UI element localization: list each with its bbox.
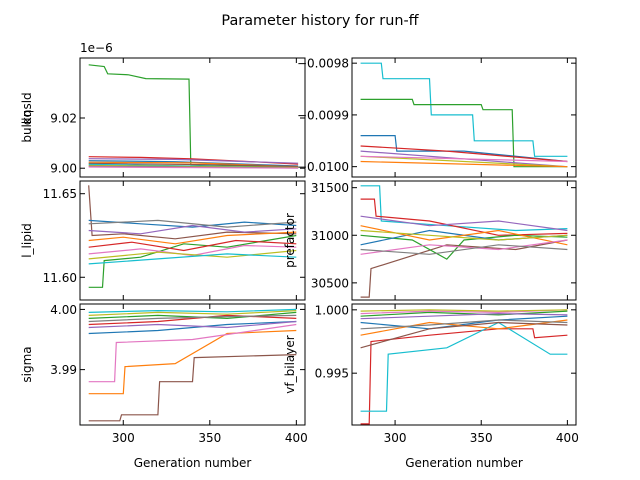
x-tick-label: 300: [112, 431, 135, 445]
axes-frame: [351, 180, 577, 301]
series-line-7: [360, 215, 568, 232]
y-tick-label: 1.000: [315, 303, 349, 317]
subplot-dq: −0.0098 −0.0099 −0.0100 dq: [20, 57, 577, 178]
x-tick-label: 400: [285, 431, 308, 445]
series-group: [88, 185, 297, 288]
y-offset-label: 1e−6: [80, 41, 113, 55]
series-line-3: [88, 158, 299, 164]
series-group: [88, 64, 299, 169]
series-line-7: [88, 320, 297, 329]
series-line-9: [88, 249, 297, 260]
subplot-vf_bilayer: 0.995 1.000 300 350 400 vf_bilayer Generation …: [283, 303, 579, 470]
series-line-3: [360, 135, 568, 163]
series-line-9: [360, 229, 568, 241]
series-line-6: [88, 162, 299, 168]
series-line-4: [88, 231, 297, 245]
subplot-sigma: 3.99 4.00 300 350 400 sigma Generation number: [20, 303, 308, 470]
series-line-3: [88, 323, 297, 383]
series-line-3: [360, 315, 568, 330]
x-tick-label: 350: [470, 431, 493, 445]
y-axis-label: sigma: [20, 346, 34, 382]
y-axis-label: prefactor: [283, 213, 297, 268]
axes-frame: [79, 180, 306, 301]
subplot-l_lipid: 11.60 11.65 l_lipid: [20, 180, 306, 301]
series-line-1: [360, 62, 568, 157]
axes-frame: [79, 303, 306, 426]
series-line-5: [88, 239, 297, 252]
series-group: [88, 308, 297, 422]
x-tick-label: 300: [384, 431, 407, 445]
y-tick-label: 0.995: [315, 367, 349, 381]
series-line-1: [88, 185, 297, 240]
x-axis-label: Generation number: [405, 456, 523, 470]
series-line-2: [88, 234, 297, 288]
series-line-7: [360, 160, 568, 168]
y-tick-label: 31500: [311, 181, 349, 195]
series-line-2: [360, 198, 568, 236]
x-axis-label: Generation number: [134, 456, 252, 470]
y-tick-label: −0.0099: [297, 108, 349, 122]
series-group: [360, 185, 568, 298]
series-line-10: [88, 253, 297, 265]
series-line-3: [360, 239, 568, 298]
series-line-6: [88, 314, 297, 326]
y-tick-label: 4.00: [50, 303, 77, 317]
series-line-10: [88, 314, 297, 323]
y-axis-label: l_lipid: [20, 223, 34, 258]
series-line-1: [88, 64, 299, 168]
y-tick-label: 3.99: [50, 363, 77, 377]
series-line-7: [88, 244, 297, 257]
y-axis-label: vf_bilayer: [283, 335, 297, 393]
series-line-1: [88, 354, 297, 422]
series-line-6: [360, 312, 568, 320]
x-tick-label: 400: [556, 431, 579, 445]
y-tick-label: 9.00: [50, 162, 77, 176]
series-group: [360, 62, 568, 168]
series-line-1: [360, 328, 568, 425]
axes-frame: [79, 57, 306, 178]
series-line-8: [360, 155, 568, 163]
series-line-10: [88, 166, 299, 169]
series-line-4: [88, 320, 297, 335]
series-line-8: [88, 219, 297, 228]
y-tick-label: 11.65: [43, 187, 77, 201]
series-group: [360, 309, 568, 425]
x-tick-label: 350: [198, 431, 221, 445]
y-axis-label: bulknsld: [20, 92, 34, 142]
axes-frame: [351, 57, 577, 178]
series-line-10: [360, 319, 568, 330]
y-axis-label: dq: [20, 110, 34, 125]
y-tick-label: 11.60: [43, 271, 77, 285]
y-tick-label: 31000: [311, 229, 349, 243]
subplot-prefactor: 30500 31000 31500 prefactor: [283, 180, 577, 301]
series-line-8: [360, 309, 568, 315]
y-tick-label: 30500: [311, 276, 349, 290]
series-line-6: [360, 155, 568, 168]
series-line-7: [360, 321, 568, 349]
series-line-2: [360, 321, 568, 412]
series-line-9: [88, 308, 297, 313]
series-line-8: [360, 239, 568, 255]
figure-title: Parameter history for run-ff: [221, 13, 419, 29]
y-tick-label: 9.02: [50, 112, 77, 126]
series-line-8: [88, 310, 297, 316]
axes-frame: [351, 303, 577, 426]
y-tick-label: −0.0100: [297, 160, 349, 174]
series-line-4: [88, 160, 299, 167]
series-line-6: [88, 224, 297, 235]
series-line-9: [360, 309, 568, 312]
series-line-4: [360, 145, 568, 163]
y-tick-label: −0.0098: [297, 57, 349, 71]
series-line-10: [360, 244, 568, 255]
subplot-bulknsld: 9.00 9.02 bulknsld 1e−6: [20, 41, 306, 178]
series-line-4: [360, 310, 568, 317]
